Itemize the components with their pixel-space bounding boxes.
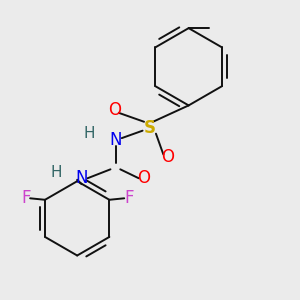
Text: H: H — [83, 126, 95, 141]
Text: O: O — [161, 148, 174, 166]
Text: F: F — [21, 189, 30, 207]
Text: H: H — [51, 165, 62, 180]
Text: S: S — [144, 119, 156, 137]
Text: O: O — [108, 101, 121, 119]
Text: N: N — [75, 169, 88, 187]
Text: N: N — [110, 130, 122, 148]
Text: O: O — [138, 169, 151, 187]
Text: F: F — [124, 189, 134, 207]
